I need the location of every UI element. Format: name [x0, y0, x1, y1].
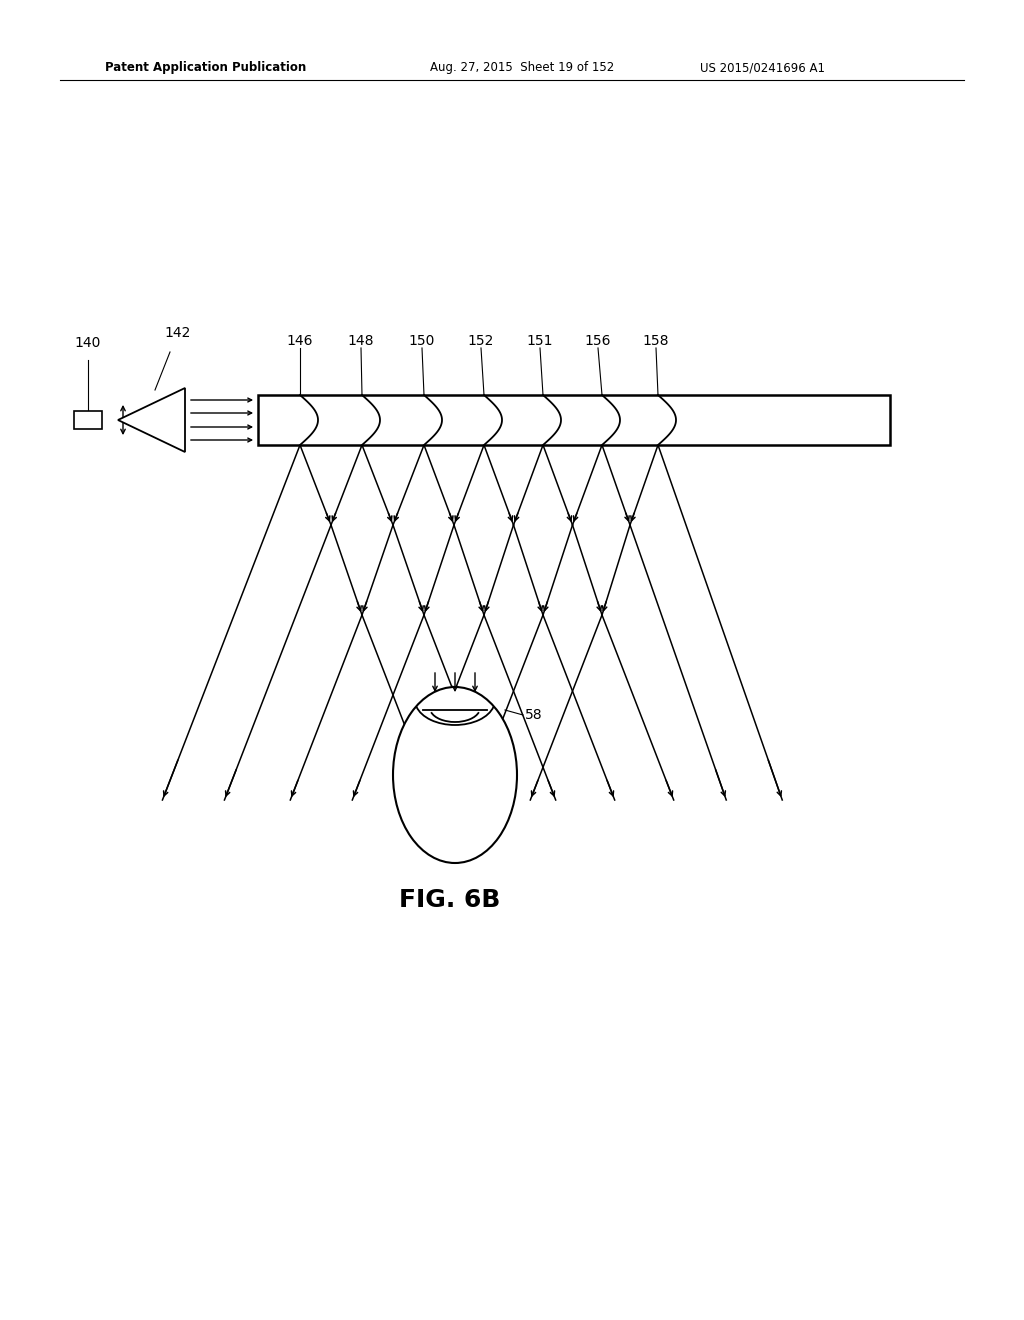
Text: 151: 151 — [526, 334, 553, 348]
Text: 58: 58 — [525, 708, 543, 722]
Text: 156: 156 — [585, 334, 611, 348]
Text: FIG. 6B: FIG. 6B — [399, 888, 501, 912]
Bar — [258, 395, 890, 445]
Bar — [74, 411, 102, 429]
Text: Aug. 27, 2015  Sheet 19 of 152: Aug. 27, 2015 Sheet 19 of 152 — [430, 62, 614, 74]
Text: 150: 150 — [409, 334, 435, 348]
Text: 142: 142 — [165, 326, 191, 341]
Text: 158: 158 — [643, 334, 670, 348]
Text: US 2015/0241696 A1: US 2015/0241696 A1 — [700, 62, 825, 74]
Text: 146: 146 — [287, 334, 313, 348]
Text: 140: 140 — [75, 337, 101, 350]
Text: 148: 148 — [348, 334, 374, 348]
Text: 152: 152 — [468, 334, 495, 348]
Ellipse shape — [393, 686, 517, 863]
Text: Patent Application Publication: Patent Application Publication — [105, 62, 306, 74]
Polygon shape — [118, 388, 185, 451]
